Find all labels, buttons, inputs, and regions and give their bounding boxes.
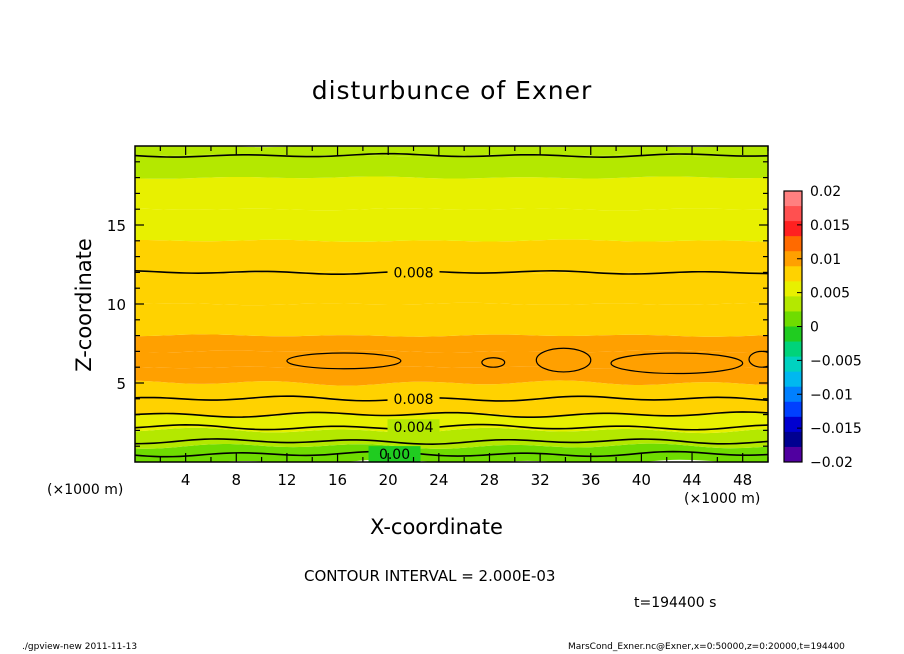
- color-band: [135, 208, 768, 242]
- footer-right: MarsCond_Exner.nc@Exner,x=0:50000,z=0:20…: [568, 642, 845, 652]
- colorbar-swatch: [784, 296, 802, 312]
- colorbar-swatch: [784, 266, 802, 282]
- colorbar-swatch: [784, 371, 802, 388]
- contour-interval: CONTOUR INTERVAL = 2.000E-03: [304, 567, 556, 585]
- colorbar: [783, 190, 803, 463]
- x-tick-label: 40: [632, 471, 651, 489]
- contour-blob-0.010: [535, 347, 592, 373]
- contour-label: 0.004: [393, 420, 433, 436]
- x-tick-label: 16: [328, 471, 347, 489]
- colorbar-swatch: [784, 191, 802, 207]
- contour-blob-0.010: [748, 350, 768, 368]
- contour-label-bg: [368, 446, 421, 463]
- y-axis-label: Z-coordinate: [72, 238, 96, 372]
- x-tick-label: 44: [682, 471, 701, 489]
- colorbar-swatch: [784, 341, 802, 358]
- footer-left: ./gpview-new 2011-11-13: [22, 642, 138, 652]
- x-unit-label: (×1000 m): [684, 491, 761, 507]
- y-unit-label: (×1000 m): [47, 482, 124, 498]
- contour-label-bg: [387, 390, 440, 407]
- color-band: [135, 239, 768, 274]
- colorbar-swatch: [784, 251, 802, 267]
- colorbar-swatch: [784, 446, 802, 463]
- color-band: [135, 176, 768, 211]
- colorbar-tick-label: 0.015: [810, 218, 850, 234]
- contour-blobs: [286, 347, 768, 375]
- contour-line: [135, 411, 768, 419]
- x-axis-label: X-coordinate: [370, 515, 503, 539]
- y-tick-label: 5: [116, 375, 126, 393]
- contour-blob-0.010: [481, 357, 506, 368]
- x-tick-label: 48: [733, 471, 752, 489]
- chart-title: disturbunce of Exner: [311, 76, 593, 105]
- colorbar-tick-label: 0.005: [810, 286, 850, 302]
- contour-blob-0.010: [286, 352, 402, 370]
- color-band: [135, 302, 768, 337]
- colorbar-labels: 0.02 0.015 0.01 0.005 0 −0.005 −0.01 −0.015 −0.0…: [797, 184, 862, 471]
- colorbar-tick-label: −0.01: [810, 387, 853, 403]
- colorbar-swatch: [784, 386, 802, 403]
- contour-blob-0.010: [610, 352, 744, 375]
- x-tick-label: 36: [581, 471, 600, 489]
- x-tick-label: 12: [277, 471, 296, 489]
- contour-line: [135, 438, 768, 445]
- colorbar-swatch: [784, 311, 802, 327]
- colorbar-swatch: [784, 416, 802, 433]
- colorbar-swatch: [784, 431, 802, 448]
- color-band: [135, 396, 768, 418]
- colorbar-tick-label: 0.01: [810, 252, 841, 268]
- contour-labels: 0.008 0.008 0.004 0.00: [368, 264, 440, 463]
- colorbar-swatch: [784, 401, 802, 418]
- x-tick-label: 32: [531, 471, 550, 489]
- x-tick-label: 8: [232, 471, 242, 489]
- color-band: [135, 154, 768, 179]
- x-tick-label: 4: [181, 471, 191, 489]
- contour-line: [135, 152, 768, 158]
- y-tick-label: 15: [107, 217, 126, 235]
- contour-line: [135, 450, 768, 458]
- contour-line: [135, 270, 768, 275]
- color-band: [135, 146, 768, 157]
- colorbar-swatch: [784, 206, 802, 222]
- contour-line: [135, 395, 768, 402]
- contour-label-bg: [387, 419, 440, 436]
- y-tick-labels: 5 10 15: [107, 217, 126, 393]
- contour-label: 0.008: [393, 392, 433, 408]
- colorbar-tick-label: 0.02: [810, 184, 841, 200]
- y-tick-label: 10: [107, 296, 126, 314]
- contour-label: 0.008: [393, 265, 433, 281]
- contour-line: [135, 423, 768, 431]
- colorbar-tick-label: −0.02: [810, 455, 853, 471]
- colorbar-swatch: [784, 326, 802, 342]
- axis-ticks: [135, 146, 769, 462]
- color-band: [135, 366, 768, 386]
- time-label: t=194400 s: [634, 595, 717, 611]
- colorbar-swatch: [784, 221, 802, 237]
- x-tick-label: 28: [480, 471, 499, 489]
- color-band: [135, 334, 768, 353]
- color-band: [135, 427, 768, 449]
- x-tick-label: 24: [429, 471, 448, 489]
- colorbar-swatch: [784, 236, 802, 252]
- contour-label-bg: [387, 264, 440, 281]
- contour-lines: [135, 152, 768, 458]
- colorbar-tick-label: −0.015: [810, 421, 862, 437]
- colorbar-swatch: [784, 356, 802, 373]
- color-band: [135, 271, 768, 306]
- contour-label: 0.00: [379, 447, 410, 463]
- colorbar-swatch: [784, 281, 802, 297]
- x-tick-labels: 4 8 12 16 20 24 28 32 36 40 44 48: [181, 471, 752, 489]
- colorbar-tick-label: −0.005: [810, 353, 862, 369]
- x-tick-label: 20: [379, 471, 398, 489]
- colorbar-tick-label: 0: [810, 320, 819, 336]
- color-band: [135, 443, 768, 462]
